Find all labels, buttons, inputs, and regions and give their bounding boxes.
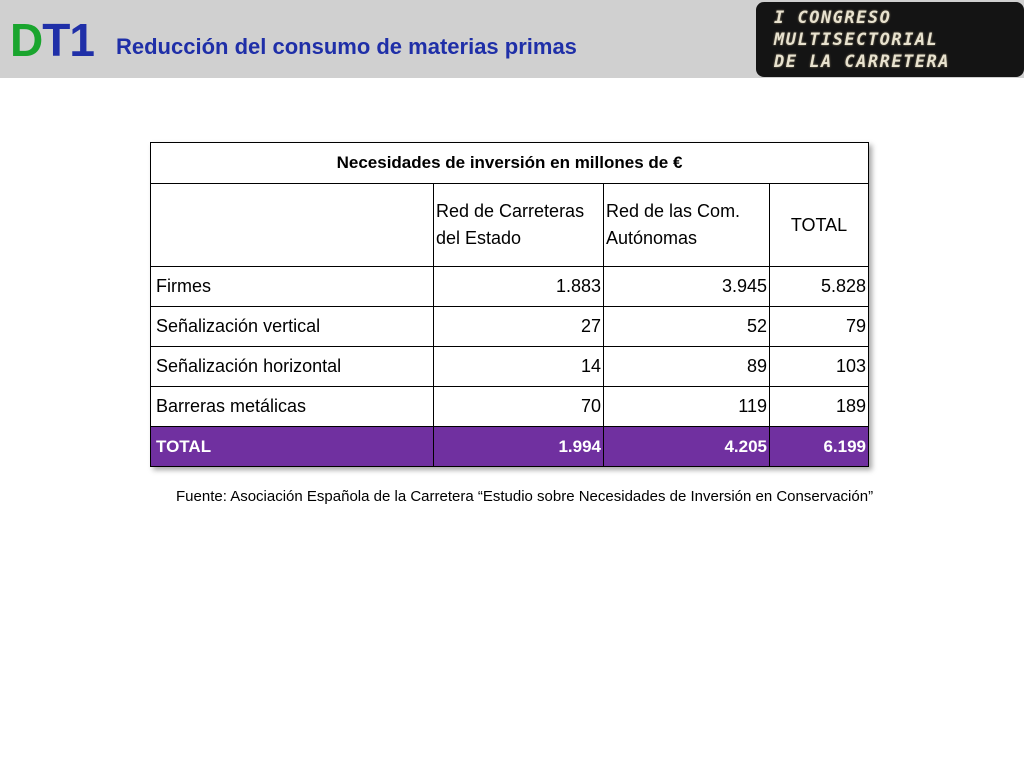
cell-value: 5.828 bbox=[769, 266, 869, 307]
row-label: Señalización horizontal bbox=[150, 346, 434, 387]
section-code-d: D bbox=[10, 14, 43, 66]
cell-value: 52 bbox=[603, 306, 770, 347]
table-caption-row: Necesidades de inversión en millones de … bbox=[150, 142, 869, 184]
cell-value: 14 bbox=[433, 346, 604, 387]
logo-line-1: I CONGRESO bbox=[774, 8, 892, 28]
cell-value: 3.945 bbox=[603, 266, 770, 307]
table-row: Señalización vertical 27 52 79 bbox=[150, 306, 869, 347]
table-row: Señalización horizontal 14 89 103 bbox=[150, 346, 869, 387]
cell-value: 89 bbox=[603, 346, 770, 387]
total-label: TOTAL bbox=[150, 426, 434, 467]
row-label: Señalización vertical bbox=[150, 306, 434, 347]
section-code-number: T1 bbox=[42, 14, 95, 66]
table-row: Firmes 1.883 3.945 5.828 bbox=[150, 266, 869, 307]
column-header-total: TOTAL bbox=[769, 183, 869, 267]
logo-line-3: DE LA CARRETERA bbox=[774, 52, 951, 72]
source-note: Fuente: Asociación Española de la Carret… bbox=[176, 488, 874, 505]
investment-table: Necesidades de inversión en millones de … bbox=[150, 142, 869, 467]
table-header-row: Red de Carreteras del Estado Red de las … bbox=[150, 183, 869, 267]
column-header-regional-network: Red de las Com. Autónomas bbox=[603, 183, 770, 267]
cell-value: 103 bbox=[769, 346, 869, 387]
table-total-row: TOTAL 1.994 4.205 6.199 bbox=[150, 426, 869, 467]
total-value: 6.199 bbox=[769, 426, 869, 467]
page-title: Reducción del consumo de materias primas bbox=[116, 34, 577, 59]
investment-table-container: Necesidades de inversión en millones de … bbox=[150, 142, 869, 467]
cell-value: 189 bbox=[769, 386, 869, 427]
total-value: 1.994 bbox=[433, 426, 604, 467]
slide-header: DT1 Reducción del consumo de materias pr… bbox=[0, 0, 1024, 78]
cell-value: 1.883 bbox=[433, 266, 604, 307]
row-label: Barreras metálicas bbox=[150, 386, 434, 427]
cell-value: 79 bbox=[769, 306, 869, 347]
row-label: Firmes bbox=[150, 266, 434, 307]
header-empty-cell bbox=[150, 183, 434, 267]
total-value: 4.205 bbox=[603, 426, 770, 467]
table-caption: Necesidades de inversión en millones de … bbox=[150, 142, 869, 184]
cell-value: 27 bbox=[433, 306, 604, 347]
logo-line-2: MULTISECTORIAL bbox=[774, 30, 939, 50]
congress-logo: I CONGRESO MULTISECTORIAL DE LA CARRETER… bbox=[756, 2, 1024, 77]
column-header-state-network: Red de Carreteras del Estado bbox=[433, 183, 604, 267]
table-row: Barreras metálicas 70 119 189 bbox=[150, 386, 869, 427]
cell-value: 70 bbox=[433, 386, 604, 427]
section-code: DT1 bbox=[10, 14, 95, 66]
cell-value: 119 bbox=[603, 386, 770, 427]
